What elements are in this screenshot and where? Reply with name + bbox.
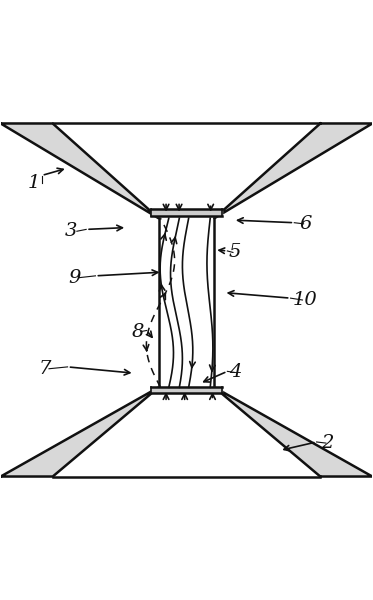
Text: 4: 4 <box>229 364 241 382</box>
Polygon shape <box>151 388 222 393</box>
Polygon shape <box>1 124 159 218</box>
Polygon shape <box>214 124 372 218</box>
Text: 1: 1 <box>28 174 40 192</box>
Text: 5: 5 <box>229 244 241 262</box>
Polygon shape <box>151 209 222 217</box>
Text: 8: 8 <box>132 323 144 341</box>
Text: 6: 6 <box>299 215 311 233</box>
Text: 10: 10 <box>293 291 318 309</box>
Text: 2: 2 <box>322 434 334 452</box>
Text: 7: 7 <box>39 360 51 378</box>
Polygon shape <box>214 388 372 476</box>
Polygon shape <box>1 388 159 476</box>
Text: 3: 3 <box>65 222 78 240</box>
Text: 9: 9 <box>69 269 81 287</box>
